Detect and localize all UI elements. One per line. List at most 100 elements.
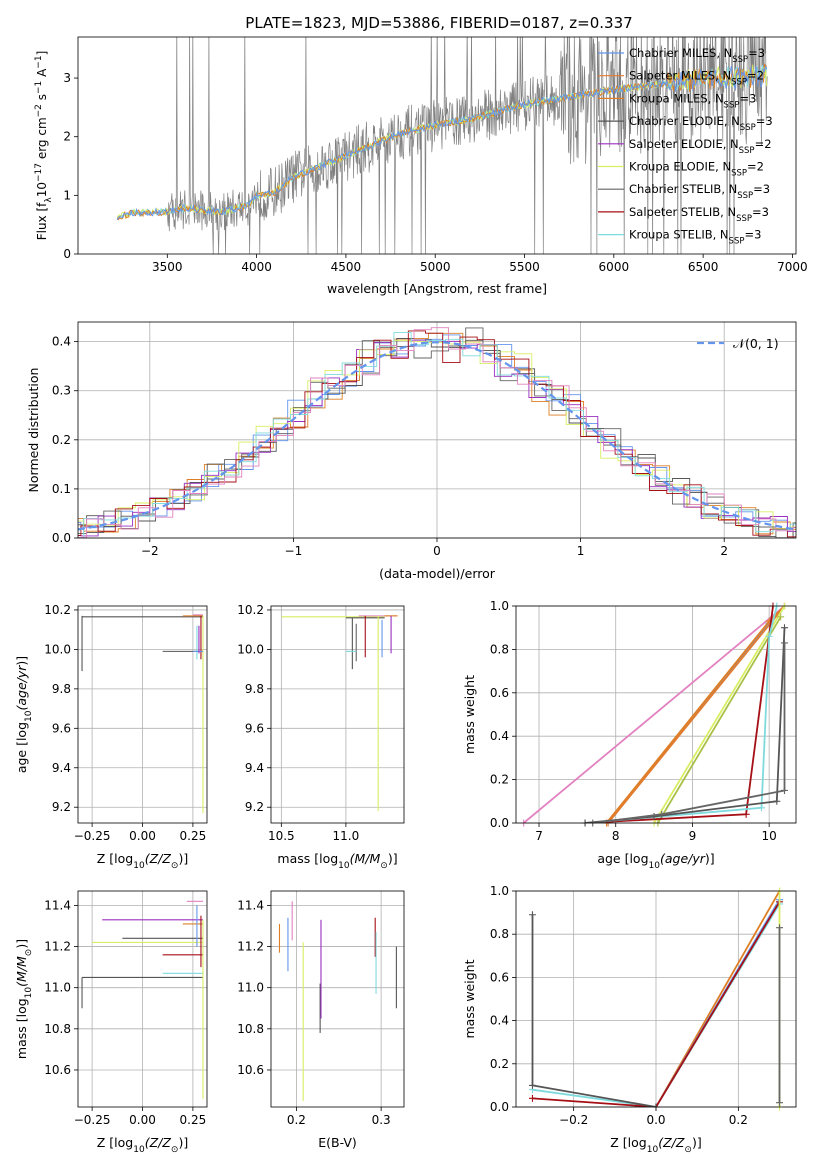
x-axis-label: age [log10(age/yr)] — [597, 851, 714, 871]
legend-entry: 𝒩(0, 1) — [733, 336, 779, 351]
y-tick-label: 0 — [63, 247, 71, 261]
label-part: E(B-V) — [318, 1135, 357, 1150]
label-part: Flux [f — [35, 202, 49, 240]
x-tick-label: −1 — [285, 544, 303, 558]
y-tick-label: 0.2 — [490, 773, 509, 787]
legend-sub: SSP — [732, 55, 748, 65]
mass-weight-line — [607, 606, 786, 823]
x-tick-label: 0.25 — [180, 1113, 207, 1127]
legend-tail: =2 — [747, 69, 764, 83]
x-tick-label: 8 — [612, 829, 620, 843]
label-part: 10 — [35, 182, 49, 197]
legend-sub: SSP — [731, 78, 747, 88]
y-tick-label: 9.6 — [245, 721, 264, 735]
legend-tail: =3 — [753, 182, 770, 196]
y-tick-label: 10.6 — [237, 1063, 264, 1077]
legend-sub: SSP — [736, 214, 752, 224]
x-tick-label: 5000 — [420, 260, 451, 274]
x-axis-label: Z [log10(Z/Z⊙)] — [610, 1135, 701, 1155]
label-part: )] — [14, 656, 29, 666]
label-part: −17 — [34, 163, 44, 182]
label-part: (M/M — [350, 851, 381, 866]
x-axis-label: E(B-V) — [318, 1135, 357, 1150]
y-tick-label: 9.8 — [52, 682, 71, 696]
axes-frame — [77, 890, 208, 1108]
plus-marker — [742, 810, 750, 818]
normal-reference-curve — [78, 341, 796, 531]
x-tick-label: 0.2 — [287, 1113, 306, 1127]
y-tick-label: 0.4 — [490, 729, 509, 743]
y-tick-label: 1.0 — [490, 884, 509, 898]
y-tick-label: 10.2 — [237, 603, 264, 617]
y-tick-label: 0.6 — [490, 686, 509, 700]
y-tick-label: 9.2 — [52, 800, 71, 814]
legend-tail: =3 — [739, 91, 756, 105]
plus-marker — [776, 924, 784, 932]
x-tick-label: −0.25 — [74, 1113, 111, 1127]
y-tick-label: 1 — [63, 188, 71, 202]
mass_vs_ebv-panel: 0.2 0.3 10.6 10.8 11.0 11.2 11.4 E(B-V) — [237, 890, 405, 1150]
legend-entry: Salpeter MILES, NSSP=2 — [629, 69, 764, 88]
x-tick-label: 2 — [720, 544, 728, 558]
plus-marker — [780, 639, 788, 647]
x-tick-label: 0 — [433, 544, 441, 558]
y-tick-label: 11.0 — [44, 981, 71, 995]
x-tick-label: 4500 — [331, 260, 362, 274]
label-part: Z [log — [610, 1135, 646, 1150]
histogram-step-line — [78, 327, 796, 538]
y-axis-label: Normed distribution — [26, 368, 41, 493]
legend-text: Salpeter ELODIE, N — [629, 137, 739, 151]
legend-entry: Kroupa STELIB, NSSP=3 — [629, 228, 761, 247]
legend-tail: =2 — [747, 160, 764, 174]
histogram-step-line — [78, 330, 796, 538]
x-tick-label: 11.0 — [333, 829, 360, 843]
label-part: )] — [178, 1135, 188, 1150]
plus-marker — [776, 1099, 784, 1107]
label-part: −1 — [34, 81, 44, 94]
legend-text: Kroupa ELODIE, N — [629, 160, 731, 174]
x-tick-label: 1 — [577, 544, 585, 558]
legend-entry: Chabrier STELIB, NSSP=3 — [629, 182, 770, 201]
x-tick-label: 4000 — [241, 260, 272, 274]
y-tick-label: 9.4 — [52, 761, 71, 775]
y-tick-label: 0.8 — [490, 927, 509, 941]
legend-tail: =3 — [752, 205, 769, 219]
x-tick-label: 0.00 — [129, 829, 156, 843]
legend-text: Kroupa STELIB, N — [629, 228, 729, 242]
y-tick-label: 11.4 — [44, 898, 71, 912]
x-tick-label: −2 — [141, 544, 159, 558]
y-tick-label: 3 — [63, 71, 71, 85]
mass-weight-line — [584, 606, 778, 823]
y-tick-label: 11.2 — [44, 940, 71, 954]
axes-frame — [77, 605, 208, 824]
x-tick-label: 7 — [535, 829, 543, 843]
y-tick-label: 0.2 — [490, 1057, 509, 1071]
x-tick-label: 0.3 — [372, 1113, 391, 1127]
label-part: −1 — [34, 55, 44, 68]
plus-marker — [528, 911, 536, 919]
x-axis-label: mass [log10(M/M⊙)] — [277, 851, 397, 871]
plus-marker — [777, 613, 785, 621]
histogram-step-line — [78, 339, 796, 537]
axes-frame — [270, 890, 405, 1108]
y-axis-label: Flux [fλ10−17 erg cm−2 s−1 A−1] — [34, 51, 54, 241]
legend-entry: Salpeter ELODIE, NSSP=2 — [629, 137, 772, 156]
x-tick-label: 0.25 — [180, 829, 207, 843]
y-axis-label: mass weight — [462, 675, 477, 754]
y-tick-label: 0.0 — [490, 816, 509, 830]
spectrum-model-line — [116, 65, 768, 221]
spectrum-data-line — [116, 37, 768, 254]
y-axis-label: mass [log10(M/M⊙)] — [14, 939, 34, 1059]
label-part: )] — [705, 851, 715, 866]
y-tick-label: 2 — [63, 130, 71, 144]
mass-weight-line — [523, 606, 786, 823]
plus-marker — [528, 1094, 536, 1102]
label-part: ⊙ — [380, 861, 388, 871]
plus-marker — [650, 812, 658, 820]
y-tick-label: 10.0 — [44, 642, 71, 656]
plus-marker — [780, 786, 788, 794]
label-part: s — [35, 94, 49, 104]
mass-weight-line — [653, 606, 786, 823]
label-part: (Z/Z — [658, 1135, 685, 1150]
